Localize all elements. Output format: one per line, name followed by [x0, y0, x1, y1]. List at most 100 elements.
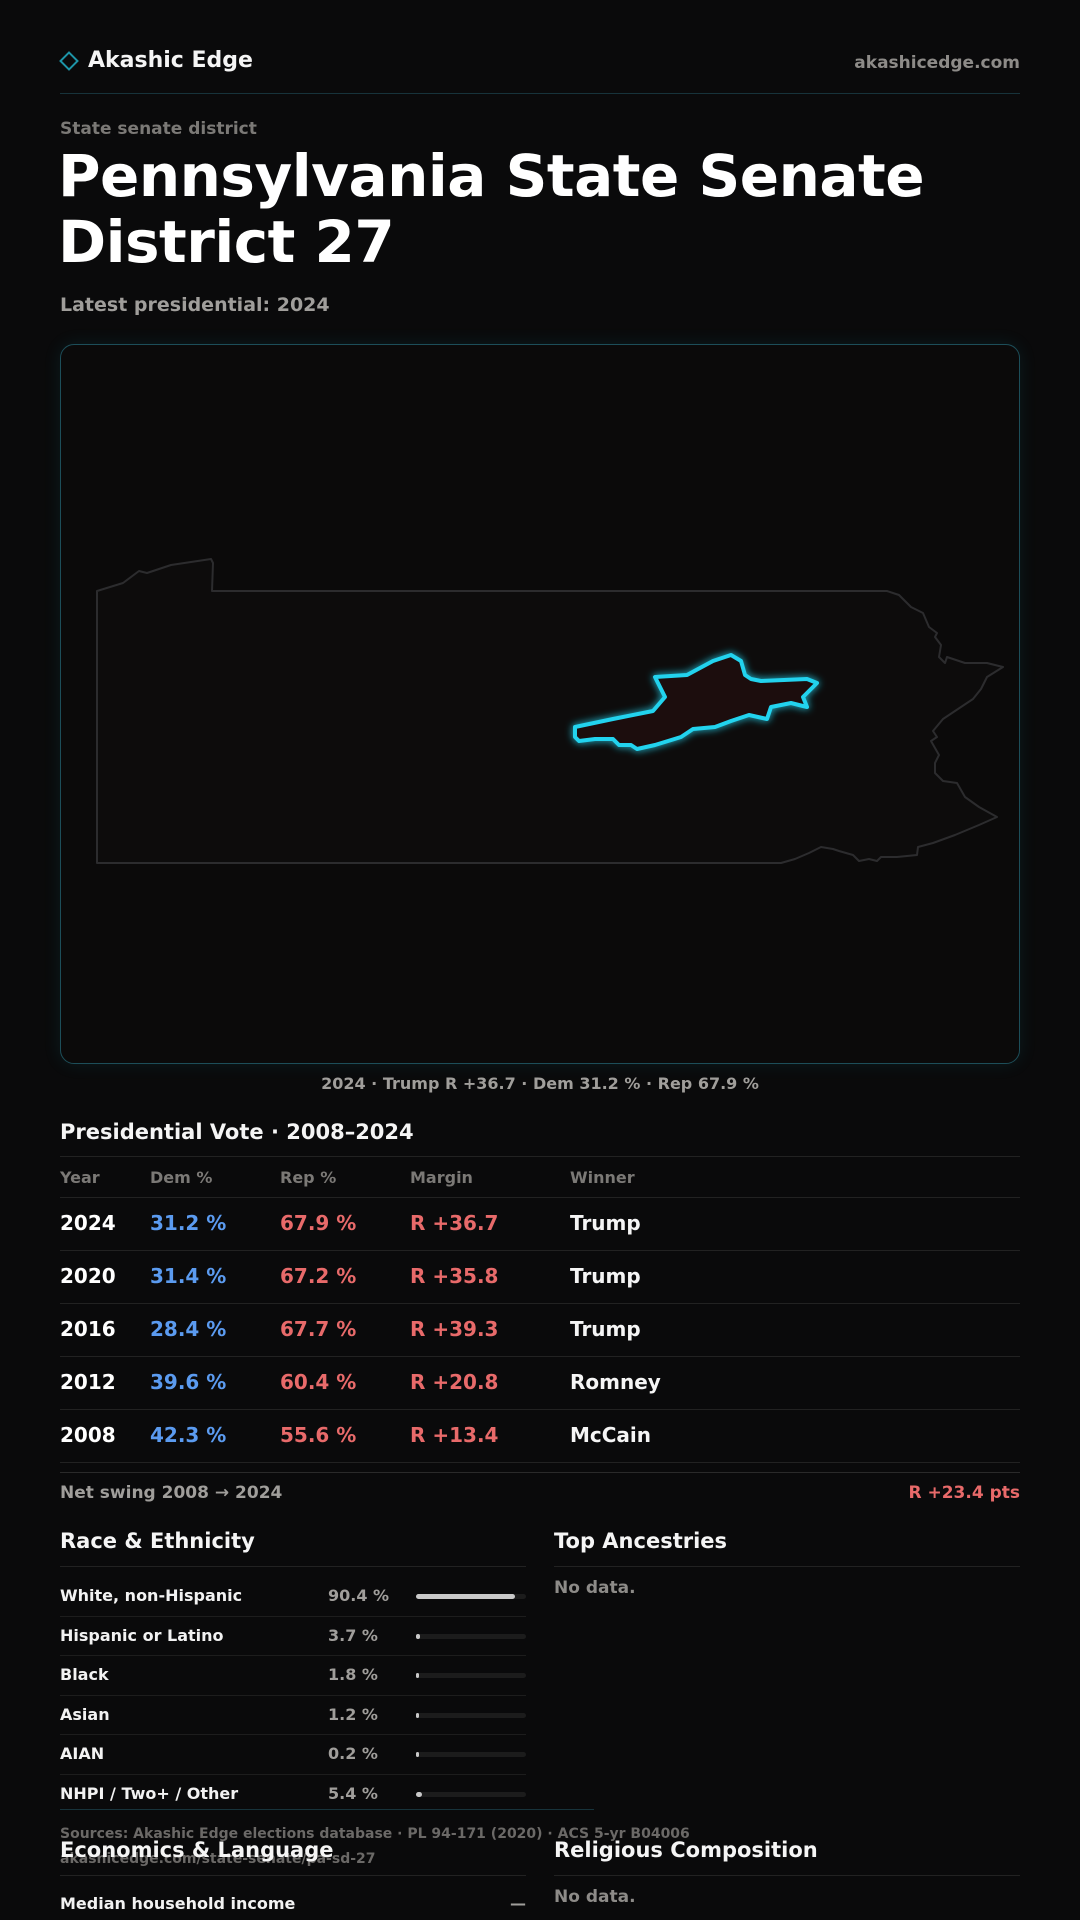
footer-divider — [60, 1809, 594, 1810]
divider — [60, 1566, 526, 1567]
cell-year: 2024 — [60, 1211, 116, 1235]
race-label: White, non-Hispanic — [60, 1586, 243, 1605]
econ-label: Median household income — [60, 1894, 296, 1913]
net-swing-value: R +23.4 pts — [908, 1483, 1020, 1503]
cell-winner: Trump — [570, 1317, 641, 1341]
race-label: Hispanic or Latino — [60, 1625, 224, 1645]
divider — [554, 1875, 1020, 1876]
cell-margin: R +39.3 — [410, 1317, 499, 1341]
column-header-winner: Winner — [570, 1168, 635, 1187]
map-svg — [96, 558, 1004, 864]
cell-rep: 67.7 % — [280, 1317, 357, 1341]
cell-winner: Romney — [570, 1370, 661, 1394]
econ-value: — — [510, 1894, 526, 1913]
race-bar-track — [416, 1752, 526, 1757]
cell-dem: 39.6 % — [150, 1370, 227, 1394]
table-row: 2012 39.6 % 60.4 % R +20.8 Romney — [60, 1357, 1020, 1410]
column-header-year: Year — [60, 1168, 100, 1187]
race-label: AIAN — [60, 1744, 105, 1763]
cell-margin: R +13.4 — [410, 1423, 499, 1447]
race-label: Asian — [60, 1704, 110, 1724]
divider — [60, 1156, 1020, 1157]
cell-year: 2008 — [60, 1423, 116, 1447]
page-title: Pennsylvania State Senate District 27 — [58, 142, 925, 276]
footer-url-link[interactable]: akashicedge.com/state-senate/pa-sd-27 — [60, 1851, 376, 1867]
footer-sources: Sources: Akashic Edge elections database… — [60, 1826, 690, 1842]
race-percent: 0.2 % — [328, 1744, 378, 1763]
column-header-rep: Rep % — [280, 1168, 337, 1187]
ancestries-empty: No data. — [554, 1578, 636, 1598]
race-percent: 3.7 % — [328, 1625, 378, 1645]
list-item: Hispanic or Latino 3.7 % — [60, 1617, 526, 1656]
presidential-vote-title: Presidential Vote · 2008–2024 — [60, 1120, 414, 1144]
religious-composition-title: Religious Composition — [554, 1838, 818, 1862]
brand-link[interactable]: Akashic Edge — [59, 48, 253, 73]
district-map[interactable] — [60, 344, 1020, 1064]
list-item: Median household income — — [60, 1894, 526, 1913]
net-swing: Net swing 2008 → 2024 R +23.4 pts — [60, 1483, 1020, 1503]
site-header: Akashic Edge akashicedge.com — [59, 48, 1020, 94]
cell-rep: 55.6 % — [280, 1423, 357, 1447]
presidential-table-body: 2024 31.2 % 67.9 % R +36.7 Trump 2020 31… — [60, 1198, 1020, 1463]
cell-dem: 42.3 % — [150, 1423, 227, 1447]
district-27-outline — [573, 653, 819, 751]
cell-margin: R +35.8 — [410, 1264, 499, 1288]
race-bar-track — [416, 1594, 526, 1599]
top-ancestries-title: Top Ancestries — [554, 1529, 728, 1553]
presidential-table-header: Year Dem % Rep % Margin Winner — [60, 1168, 1020, 1198]
cell-dem: 31.4 % — [150, 1264, 227, 1288]
diamond-logo-icon — [59, 50, 79, 71]
race-percent: 90.4 % — [328, 1586, 390, 1605]
cell-winner: Trump — [570, 1211, 641, 1235]
latest-presidential: Latest presidential: 2024 — [60, 294, 330, 316]
table-row: 2008 42.3 % 55.6 % R +13.4 McCain — [60, 1410, 1020, 1463]
race-bar-track — [416, 1712, 526, 1718]
list-item: Black 1.8 % — [60, 1656, 526, 1696]
race-bar-track — [416, 1633, 526, 1639]
religion-empty: No data. — [554, 1887, 636, 1907]
race-ethnicity-title: Race & Ethnicity — [60, 1529, 255, 1553]
column-header-margin: Margin — [410, 1168, 473, 1187]
brand-name: Akashic Edge — [88, 48, 253, 73]
net-swing-label: Net swing 2008 → 2024 — [60, 1483, 283, 1503]
race-percent: 1.8 % — [328, 1665, 378, 1684]
race-bar-fill — [416, 1752, 419, 1757]
column-header-dem: Dem % — [150, 1168, 213, 1187]
cell-winner: McCain — [570, 1423, 652, 1447]
cell-dem: 28.4 % — [150, 1317, 227, 1341]
race-bar-fill — [416, 1791, 422, 1797]
table-row: 2024 31.2 % 67.9 % R +36.7 Trump — [60, 1198, 1020, 1251]
cell-rep: 60.4 % — [280, 1370, 357, 1394]
race-bar-fill — [416, 1673, 419, 1678]
cell-dem: 31.2 % — [150, 1211, 227, 1235]
list-item: NHPI / Two+ / Other 5.4 % — [60, 1775, 526, 1815]
cell-rep: 67.9 % — [280, 1211, 357, 1235]
cell-year: 2020 — [60, 1264, 116, 1288]
divider — [60, 1472, 1020, 1473]
race-ethnicity-list: White, non-Hispanic 90.4 % Hispanic or L… — [60, 1577, 526, 1814]
table-row: 2016 28.4 % 67.7 % R +39.3 Trump — [60, 1304, 1020, 1357]
divider — [554, 1566, 1020, 1567]
state-outline — [96, 558, 1004, 864]
race-bar-fill — [416, 1712, 419, 1718]
list-item: AIAN 0.2 % — [60, 1735, 526, 1775]
map-caption: 2024 · Trump R +36.7 · Dem 31.2 % · Rep … — [321, 1074, 759, 1093]
cell-rep: 67.2 % — [280, 1264, 357, 1288]
race-bar-fill — [416, 1594, 516, 1599]
page-kicker: State senate district — [60, 119, 257, 139]
race-percent: 5.4 % — [328, 1783, 378, 1803]
race-percent: 1.2 % — [328, 1704, 378, 1724]
cell-margin: R +20.8 — [410, 1370, 499, 1394]
divider — [60, 1875, 526, 1876]
race-bar-track — [416, 1791, 526, 1797]
table-row: 2020 31.4 % 67.2 % R +35.8 Trump — [60, 1251, 1020, 1304]
cell-winner: Trump — [570, 1264, 641, 1288]
race-bar-fill — [416, 1633, 421, 1639]
site-link[interactable]: akashicedge.com — [854, 53, 1020, 73]
race-label: NHPI / Two+ / Other — [60, 1783, 239, 1803]
economics-language-title: Economics & Language — [60, 1838, 334, 1862]
cell-margin: R +36.7 — [410, 1211, 499, 1235]
list-item: Asian 1.2 % — [60, 1696, 526, 1735]
race-label: Black — [60, 1665, 109, 1684]
cell-year: 2012 — [60, 1370, 116, 1394]
